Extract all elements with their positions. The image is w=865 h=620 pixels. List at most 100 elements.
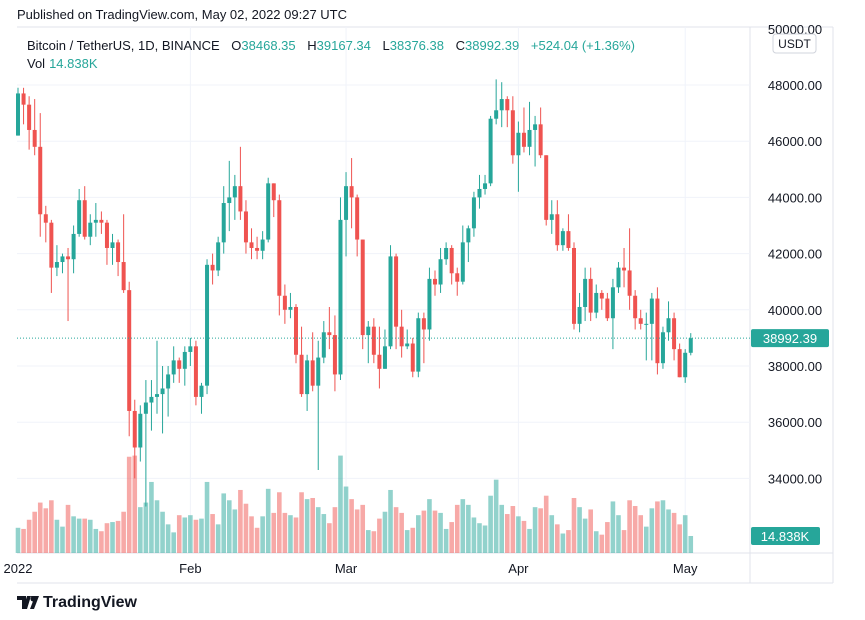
candle-down	[299, 354, 304, 395]
candle-down	[377, 354, 382, 369]
candle-down	[521, 132, 526, 147]
volume-bar	[360, 504, 366, 553]
time-tick-label: 2022	[4, 561, 33, 576]
candle-up	[221, 203, 226, 243]
volume-bar	[493, 479, 499, 553]
candle-down	[455, 273, 460, 282]
candle-up	[77, 200, 82, 234]
candle-down	[622, 267, 627, 271]
volume-bar	[677, 524, 682, 553]
candle-down	[566, 231, 571, 248]
volume-bar	[365, 530, 371, 553]
candle-down	[421, 318, 426, 330]
volume-bar	[282, 512, 288, 553]
candle-down	[238, 186, 243, 212]
volume-bar	[32, 511, 37, 553]
volume-bar	[82, 518, 88, 553]
low-value: 38376.38	[389, 38, 444, 53]
candle-down	[99, 219, 104, 223]
candle-down	[638, 318, 643, 324]
time-tick-label: Mar	[335, 561, 358, 576]
candle-up	[171, 360, 176, 375]
candle-up	[483, 183, 488, 189]
candle-down	[327, 332, 332, 336]
candle-up	[160, 388, 165, 395]
candle-up	[321, 332, 326, 358]
candle-up	[288, 306, 293, 310]
volume-bar	[338, 455, 343, 553]
last-volume-badge	[751, 526, 820, 545]
candle-up	[216, 242, 221, 271]
price-tick-label: 46000.00	[768, 134, 822, 149]
candle-down	[271, 183, 276, 201]
candle-down	[349, 186, 354, 198]
volume-bar	[171, 532, 176, 553]
volume-bar	[265, 488, 271, 553]
volume-bar	[427, 499, 432, 553]
volume-bar	[516, 516, 521, 553]
candle-up	[305, 360, 310, 395]
price-tick-label: 34000.00	[768, 471, 822, 486]
volume-bar	[238, 489, 243, 553]
volume-bar	[26, 519, 32, 553]
volume-bar	[443, 528, 449, 553]
open-label: O	[231, 38, 242, 53]
volume-bar	[421, 510, 427, 553]
volume-bar	[499, 504, 505, 553]
candle-down	[433, 278, 437, 285]
tradingview-logo[interactable]: TradingView	[17, 594, 137, 612]
candle-down	[672, 318, 677, 350]
volume-bar	[99, 531, 104, 553]
volume-bar	[605, 522, 610, 553]
price-tick-label: 44000.00	[768, 190, 822, 205]
last-volume-label: 14.838K	[761, 529, 810, 544]
candle-down	[605, 298, 610, 319]
last-price-label: 38992.39	[763, 331, 817, 346]
candle-up	[260, 239, 265, 251]
volume-bar	[60, 526, 65, 553]
volume-bar	[87, 519, 93, 553]
symbol-title[interactable]: Bitcoin / TetherUS, 1D, BINANCE	[27, 38, 220, 53]
volume-bar	[204, 481, 210, 553]
volume-bar	[471, 517, 477, 553]
candle-down	[210, 264, 215, 271]
volume-bar	[538, 508, 543, 553]
volume-bar	[104, 523, 110, 553]
time-tick-label: May	[673, 561, 698, 576]
currency-badge[interactable]	[772, 33, 817, 54]
candle-up	[560, 231, 565, 246]
candle-up	[644, 323, 649, 325]
volume-bar	[399, 512, 404, 553]
low-label: L	[382, 38, 390, 53]
volume-bar	[643, 526, 649, 553]
volume-bar	[649, 508, 655, 553]
volume-value: 14.838K	[49, 56, 98, 71]
volume-bar	[315, 507, 321, 553]
volume-bar	[432, 510, 438, 553]
volume-bar	[226, 500, 232, 553]
candle-down	[677, 349, 682, 378]
volume-bar	[532, 507, 538, 553]
candle-up	[471, 197, 476, 229]
volume-bar	[160, 511, 165, 553]
candle-down	[355, 197, 360, 240]
candle-up	[494, 110, 499, 119]
candle-up	[344, 186, 349, 220]
volume-bar	[188, 515, 193, 553]
candle-up	[460, 242, 465, 282]
candle-up	[188, 346, 193, 352]
volume-bar	[588, 509, 593, 553]
price-tick-label: 48000.00	[768, 78, 822, 93]
price-tick-label: 42000.00	[768, 247, 822, 262]
candle-down	[310, 360, 315, 386]
candle-down	[360, 239, 365, 336]
candle-up	[110, 242, 115, 248]
volume-bar	[215, 524, 221, 553]
volume-bar	[566, 530, 571, 553]
volume-bar	[371, 531, 377, 553]
candle-down	[32, 129, 37, 147]
volume-bar	[477, 523, 482, 553]
candle-down	[82, 200, 87, 237]
candle-up	[143, 402, 148, 414]
